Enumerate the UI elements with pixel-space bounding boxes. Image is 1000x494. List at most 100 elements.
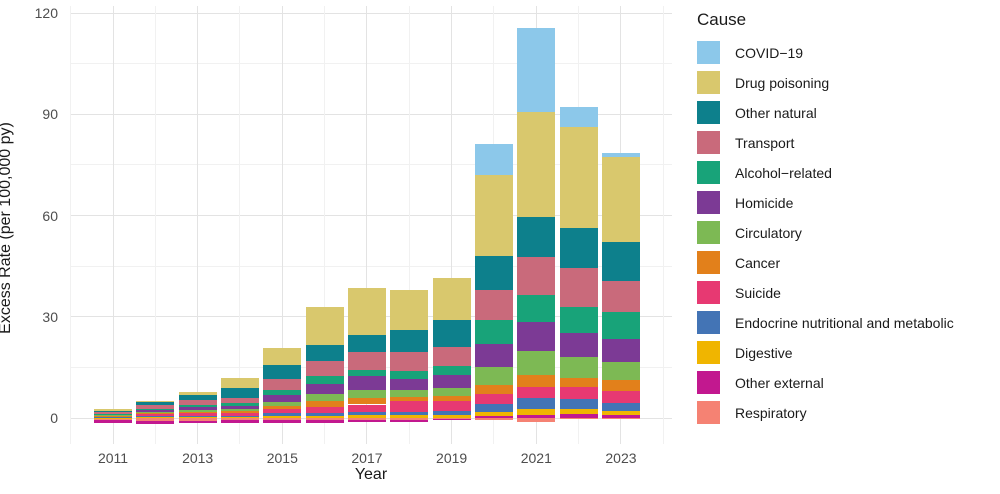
bar-segment — [220, 418, 259, 421]
legend-swatch — [697, 401, 720, 424]
bar-segment — [347, 376, 386, 390]
bar-segment — [517, 295, 556, 322]
bar-segment — [601, 415, 640, 418]
bar-segment — [136, 413, 175, 415]
bar-segment — [390, 290, 429, 330]
legend-label: Other natural — [735, 104, 817, 121]
bar-segment — [178, 400, 217, 406]
bar-segment — [305, 345, 344, 361]
bar-segment — [220, 388, 259, 398]
bar-segment — [517, 415, 556, 418]
bar-segment — [432, 410, 471, 415]
bar-segment — [94, 418, 132, 421]
bar-segment — [305, 360, 344, 377]
bar-segment — [94, 415, 132, 417]
gridline-minor — [70, 63, 672, 65]
bar-segment — [94, 416, 132, 418]
bar-segment — [305, 383, 344, 395]
bar-segment — [305, 401, 344, 407]
x-tick-label: 2015 — [266, 450, 298, 466]
bar-segment — [263, 415, 302, 418]
bar-segment — [390, 389, 429, 398]
bar-segment — [432, 320, 471, 348]
bar-segment — [305, 406, 344, 414]
legend-item: Other natural — [697, 101, 997, 124]
bar-segment — [220, 397, 259, 404]
y-tick-label: 90 — [42, 106, 58, 123]
legend-label: Alcohol−related — [735, 164, 832, 181]
bar-segment — [220, 405, 259, 410]
gridline-major — [70, 113, 672, 115]
bar-segment — [601, 157, 640, 242]
bar-segment — [263, 401, 302, 406]
bar-segment — [559, 357, 598, 379]
legend-item: Digestive — [697, 341, 997, 364]
bar-segment — [263, 405, 302, 409]
bar-segment — [517, 351, 556, 376]
bar-segment — [305, 307, 344, 346]
bar-segment — [263, 413, 302, 416]
bar-segment — [136, 412, 175, 414]
legend-label: Drug poisoning — [735, 74, 830, 91]
legend-label: Respiratory — [735, 404, 807, 421]
legend-item: Other external — [697, 371, 997, 394]
bar-segment — [263, 408, 302, 414]
bar-segment — [601, 418, 640, 420]
bar-segment — [178, 395, 217, 401]
bar-segment — [178, 415, 217, 417]
legend-swatch — [697, 371, 720, 394]
bar-segment — [559, 409, 598, 414]
legend-swatch — [697, 341, 720, 364]
bar-segment — [220, 415, 259, 417]
bar-segment — [220, 420, 259, 423]
gridline-major — [197, 6, 199, 444]
y-tick-label: 120 — [34, 5, 58, 21]
gridline-minor — [662, 6, 664, 444]
bar-segment — [432, 414, 471, 418]
bar-segment — [474, 415, 513, 418]
gridline-major — [70, 12, 672, 14]
gridline-minor — [154, 6, 156, 444]
legend-item: Circulatory — [697, 221, 997, 244]
bar-segment — [94, 420, 132, 424]
bar-segment — [517, 386, 556, 399]
bar-segment — [601, 280, 640, 313]
bar-segment — [474, 367, 513, 386]
gridline-major — [366, 6, 368, 444]
gridline-minor — [324, 6, 326, 444]
bar-segment — [178, 407, 217, 411]
legend-item: Cancer — [697, 251, 997, 274]
bar-segment — [474, 411, 513, 416]
legend-swatch — [697, 191, 720, 214]
bar-segment — [263, 389, 302, 396]
bar-segment — [178, 392, 217, 396]
legend-swatch — [697, 251, 720, 274]
bar-segment — [559, 387, 598, 400]
bar-segment — [305, 418, 344, 421]
y-tick-label: 0 — [50, 410, 58, 426]
legend-swatch — [697, 41, 720, 64]
bar-segment — [517, 27, 556, 112]
bar-segment — [432, 401, 471, 411]
bar-segment — [94, 413, 132, 415]
legend-item: Alcohol−related — [697, 161, 997, 184]
bar-segment — [559, 268, 598, 307]
x-tick-label: 2021 — [520, 450, 552, 466]
gridline-major — [281, 6, 283, 444]
bar-segment — [347, 351, 386, 371]
bar-segment — [347, 287, 386, 335]
bar-segment — [517, 321, 556, 352]
bar-segment — [178, 416, 217, 418]
y-tick-label: 60 — [42, 207, 58, 224]
bar-segment — [601, 403, 640, 411]
bar-segment — [305, 413, 344, 416]
bar-segment — [517, 398, 556, 409]
bar-segment — [347, 411, 386, 416]
bar-segment — [136, 404, 175, 409]
bar-segment — [136, 400, 175, 402]
bar-segment — [178, 418, 217, 421]
legend-title: Cause — [697, 10, 747, 29]
bar-segment — [517, 418, 556, 422]
bar-segment — [94, 411, 132, 413]
